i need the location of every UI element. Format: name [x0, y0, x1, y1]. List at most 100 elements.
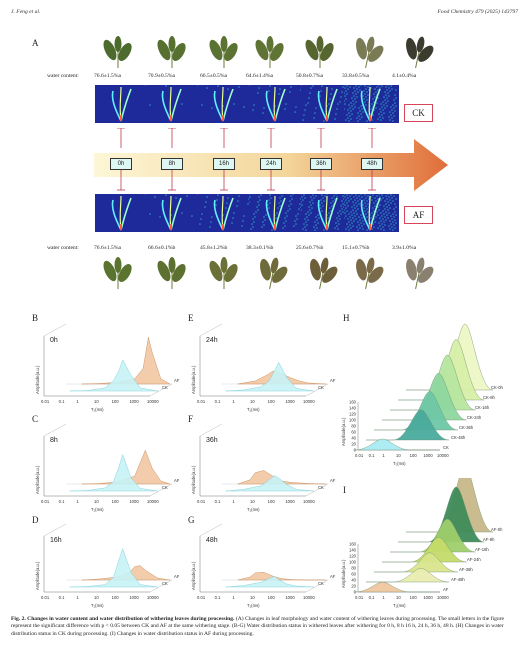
x-tick-label: 10000 [147, 595, 159, 600]
panel-label-e: E [188, 313, 194, 323]
chart-f: AF CK 0.01 0.1 1 10 100 1000 10000 T₂(ms) Amplitud… [191, 423, 336, 512]
y-tick-label: 140 [349, 548, 357, 553]
y-tick-label: 80 [351, 424, 356, 429]
stack-series-area [354, 581, 440, 593]
x-tick-label: 0.01 [197, 399, 206, 404]
y-axis-label: Amplitude(a.u.) [35, 465, 40, 494]
x-tick-label: 10000 [303, 499, 315, 504]
series-area-af [237, 572, 326, 581]
mri-image [145, 85, 197, 123]
y-axis-label: Amplitude(a.u.) [191, 561, 196, 590]
grid-line [43, 423, 67, 437]
panel-label-b: B [32, 313, 39, 323]
series-label-ck: CK [318, 385, 324, 390]
x-tick-label: 1000 [129, 399, 139, 404]
stack-series-label: CK-24h [467, 415, 482, 420]
series-area-ck [69, 547, 159, 588]
stack-series-label: CK [443, 445, 449, 450]
stack-series-label: CK-0h [491, 385, 504, 390]
time-marker-line [220, 128, 228, 191]
x-tick-label: 1000 [285, 499, 295, 504]
series-label-ck: CK [162, 581, 168, 586]
stack-series-area [354, 438, 440, 451]
x-axis-label: T₂(ms) [91, 603, 104, 608]
leaf-photo-bottom [103, 257, 132, 289]
water-content-value-top: 76.6±1.5%a [94, 73, 121, 79]
y-axis-label: Amplitude(a.u.) [35, 365, 40, 394]
mri-image [145, 194, 197, 232]
panel-label-i: I [343, 485, 346, 495]
y-tick-label: 160 [349, 542, 357, 547]
time-box-16h: 16h [213, 158, 235, 170]
stack-series-area [374, 552, 458, 573]
panel-label-a: A [32, 38, 39, 48]
grid-line [199, 423, 223, 437]
running-header-journal: Food Chemistry 479 (2025) 143797 [437, 9, 518, 15]
x-tick-label: 0.01 [355, 595, 364, 600]
series-label-af: AF [330, 378, 336, 383]
panel-label-h: H [343, 313, 350, 323]
x-axis-label: T₂(ms) [91, 507, 104, 512]
stack-series-area [366, 568, 449, 583]
mri-image [197, 194, 249, 232]
water-content-value-top: 66.5±0.5%a [200, 73, 227, 79]
y-tick-label: 60 [351, 430, 356, 435]
caption-title: Fig. 2. Changes in water content and wat… [11, 616, 235, 622]
x-tick-label: 0.1 [59, 499, 65, 504]
af-label-box: AF [404, 206, 433, 224]
leaf-photo-bottom [310, 257, 338, 290]
x-tick-label: 1000 [285, 595, 295, 600]
grid-line [43, 323, 67, 337]
time-marker-line [368, 128, 376, 191]
chart-e: AF CK 0.01 0.1 1 10 100 1000 10000 T₂(ms) Amplitud… [191, 323, 336, 412]
time-label: 8h [50, 437, 58, 444]
chart-g: AF CK 0.01 0.1 1 10 100 1000 10000 T₂(ms) Amplitud… [191, 523, 336, 608]
chart-b: AF CK 0.01 0.1 1 10 100 1000 10000 T₂(ms) Amplitud… [35, 323, 180, 412]
mri-image [95, 194, 147, 232]
series-label-ck: CK [318, 581, 324, 586]
x-tick-label: 10 [396, 453, 401, 458]
grid-line [43, 523, 67, 537]
stack-series-area [382, 537, 467, 563]
stack-series-label: CK-48h [451, 435, 466, 440]
water-content-value-top: 70.9±0.5%a [148, 73, 175, 79]
stack-series-area [390, 518, 476, 553]
time-label: 0h [50, 337, 58, 344]
leaf-photo-bottom [356, 257, 384, 290]
x-tick-label: 100 [268, 399, 276, 404]
time-box-36h: 36h [310, 158, 332, 170]
x-tick-label: 0.1 [215, 399, 221, 404]
time-marker-line [317, 128, 325, 191]
x-tick-label: 1000 [129, 595, 139, 600]
stack-series-area [366, 409, 449, 441]
leaf-photo-bottom [209, 257, 238, 289]
stack-series-label: AF-24h [467, 557, 481, 562]
y-tick-label: 160 [349, 400, 357, 405]
x-tick-label: 0.01 [41, 595, 50, 600]
mri-image [197, 85, 249, 123]
panel-label-d: D [32, 515, 39, 525]
mri-image [344, 85, 399, 123]
x-tick-label: 10 [250, 595, 255, 600]
x-tick-label: 0.1 [215, 595, 221, 600]
y-tick-label: 100 [349, 560, 357, 565]
series-area-af [81, 565, 171, 581]
x-tick-label: 10000 [147, 399, 159, 404]
x-tick-label: 10000 [147, 499, 159, 504]
stack-series-label: CK-16h [475, 405, 490, 410]
water-content-label-bottom: water content: [47, 245, 79, 251]
series-label-af: AF [174, 574, 180, 579]
x-tick-label: 0.01 [355, 453, 364, 458]
time-label: 48h [206, 537, 218, 544]
y-axis-label: Amplitude(a.u.) [191, 365, 196, 394]
x-tick-label: 100 [268, 595, 276, 600]
x-tick-label: 10000 [303, 595, 315, 600]
x-tick-label: 1000 [423, 453, 433, 458]
grid-line [149, 483, 173, 497]
x-tick-label: 100 [410, 453, 418, 458]
panel-label-f: F [188, 414, 194, 424]
x-tick-label: 100 [112, 595, 120, 600]
x-tick-label: 1000 [285, 399, 295, 404]
